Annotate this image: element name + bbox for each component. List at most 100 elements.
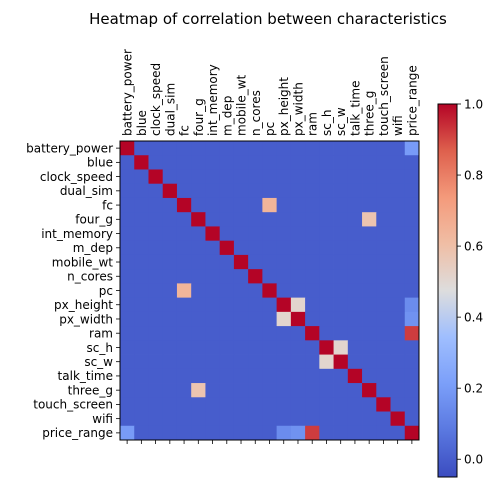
heatmap-cell bbox=[262, 411, 278, 427]
heatmap-cell bbox=[276, 311, 292, 327]
heatmap-cell bbox=[319, 354, 334, 370]
heatmap-cell bbox=[219, 297, 235, 313]
heatmap-cell bbox=[290, 183, 306, 199]
heatmap-cell bbox=[333, 397, 349, 412]
heatmap-cell bbox=[362, 240, 377, 256]
heatmap-cell bbox=[233, 141, 249, 156]
heatmap-cell bbox=[233, 397, 249, 412]
heatmap-cell bbox=[205, 240, 221, 256]
heatmap-cell bbox=[305, 197, 320, 213]
heatmap-cell bbox=[219, 183, 235, 199]
heatmap-cell bbox=[290, 354, 306, 370]
heatmap-cell bbox=[305, 297, 320, 313]
heatmap-cell bbox=[290, 368, 306, 384]
heatmap-cell bbox=[148, 141, 164, 156]
heatmap-cell bbox=[305, 354, 320, 370]
heatmap-cell bbox=[276, 212, 292, 227]
heatmap-cell bbox=[205, 297, 221, 313]
heatmap-cell bbox=[276, 411, 292, 427]
heatmap-cell bbox=[333, 212, 349, 227]
heatmap-cell bbox=[390, 283, 406, 299]
heatmap-cell bbox=[276, 254, 292, 270]
heatmap-cell bbox=[176, 354, 192, 370]
colorbar-ticks: 0.0 0.2 0.4 0.6 0.8 1.0 bbox=[457, 97, 483, 467]
heatmap-cell bbox=[404, 397, 420, 412]
heatmap-cell bbox=[290, 311, 306, 327]
heatmap-cell bbox=[404, 183, 420, 199]
heatmap-cell bbox=[148, 397, 164, 412]
heatmap-cell bbox=[262, 254, 278, 270]
heatmap-cell bbox=[305, 141, 320, 156]
heatmap-cell bbox=[376, 197, 391, 213]
heatmap-cell bbox=[148, 340, 164, 355]
heatmap-cell bbox=[120, 212, 135, 227]
heatmap-cell bbox=[390, 397, 406, 412]
heatmap-cell bbox=[404, 311, 420, 327]
heatmap-cell bbox=[362, 254, 377, 270]
heatmap-cell bbox=[205, 197, 221, 213]
heatmap-cell bbox=[319, 155, 334, 170]
heatmap-cell bbox=[120, 311, 135, 327]
heatmap-cell bbox=[404, 297, 420, 313]
heatmap-cell bbox=[162, 183, 178, 199]
heatmap-cell bbox=[276, 383, 292, 398]
y-tick-label: px_width bbox=[59, 312, 113, 326]
heatmap-cell bbox=[205, 183, 221, 199]
heatmap-cell bbox=[376, 326, 391, 341]
heatmap-cell bbox=[134, 297, 149, 313]
heatmap-cell bbox=[191, 283, 206, 299]
heatmap-cell bbox=[404, 212, 420, 227]
heatmap-cell bbox=[390, 240, 406, 256]
heatmap-cell bbox=[276, 354, 292, 370]
y-tick-label: blue bbox=[87, 156, 113, 170]
heatmap-cell bbox=[205, 212, 221, 227]
colorbar-tick-label: 1.0 bbox=[464, 97, 483, 111]
heatmap-cell bbox=[134, 254, 149, 270]
heatmap-cell bbox=[176, 269, 192, 284]
heatmap-cell bbox=[404, 141, 420, 156]
heatmap-cell bbox=[347, 269, 363, 284]
heatmap-cell bbox=[305, 368, 320, 384]
heatmap-cell bbox=[233, 240, 249, 256]
heatmap-cell bbox=[390, 155, 406, 170]
heatmap-cell bbox=[148, 155, 164, 170]
heatmap-cell bbox=[233, 425, 249, 441]
x-tick-label: sc_h bbox=[320, 110, 334, 136]
heatmap-cell bbox=[120, 297, 135, 313]
heatmap-cell bbox=[162, 226, 178, 242]
heatmap-cell bbox=[219, 269, 235, 284]
y-tick-labels: battery_powerblueclock_speeddual_simfcfo… bbox=[26, 141, 120, 440]
heatmap-cell bbox=[290, 425, 306, 441]
heatmap-cell bbox=[176, 141, 192, 156]
colorbar-tick-label: 0.8 bbox=[464, 168, 483, 182]
heatmap-cell bbox=[390, 368, 406, 384]
heatmap-cell bbox=[347, 368, 363, 384]
heatmap-cell bbox=[333, 141, 349, 156]
heatmap-cell bbox=[290, 383, 306, 398]
heatmap-cell bbox=[347, 254, 363, 270]
heatmap-cell bbox=[305, 254, 320, 270]
heatmap-cell bbox=[233, 254, 249, 270]
heatmap-cell bbox=[305, 183, 320, 199]
x-tick-label: talk_time bbox=[348, 81, 362, 136]
heatmap-cell bbox=[219, 141, 235, 156]
heatmap-cell bbox=[333, 311, 349, 327]
heatmap-cell bbox=[276, 155, 292, 170]
x-tick-label: px_width bbox=[291, 82, 305, 136]
heatmap-cell bbox=[219, 283, 235, 299]
heatmap-cell bbox=[262, 397, 278, 412]
heatmap-cell bbox=[233, 269, 249, 284]
heatmap-cell bbox=[404, 326, 420, 341]
heatmap-cell bbox=[176, 397, 192, 412]
heatmap-cell bbox=[219, 311, 235, 327]
heatmap-cell bbox=[333, 340, 349, 355]
heatmap-cell bbox=[390, 169, 406, 185]
heatmap-cell bbox=[176, 212, 192, 227]
heatmap-cell bbox=[347, 383, 363, 398]
heatmap-cell bbox=[305, 397, 320, 412]
heatmap-cell bbox=[404, 169, 420, 185]
heatmap-cell bbox=[404, 354, 420, 370]
heatmap-cell bbox=[305, 155, 320, 170]
heatmap-cell bbox=[191, 269, 206, 284]
heatmap-cell bbox=[376, 397, 391, 412]
